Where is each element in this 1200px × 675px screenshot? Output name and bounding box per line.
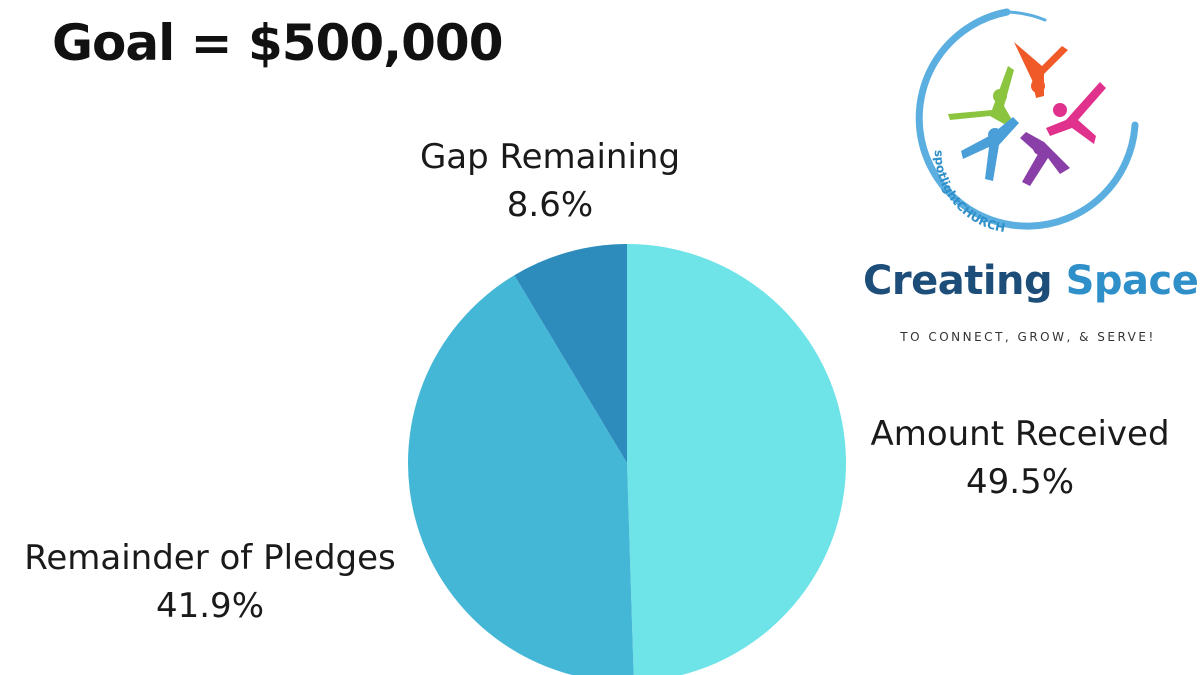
spotlight-church-logo: spotlightCHURCH (915, 8, 1139, 235)
label-pledges-name: Remainder of Pledges (24, 538, 396, 578)
creating-space-title: Creating Space (863, 258, 1199, 304)
figure-orange (1014, 42, 1068, 98)
brand-tagline: TO CONNECT, GROW, & SERVE! (900, 330, 1156, 344)
title-word-creating: Creating (863, 258, 1053, 304)
pie-slice-remainder-of-pledges (408, 275, 634, 675)
label-remainder-of-pledges: Remainder of Pledges 41.9% (5, 534, 415, 630)
label-received-name: Amount Received (870, 414, 1170, 454)
label-gap-name: Gap Remaining (419, 137, 681, 177)
figure-green (948, 66, 1014, 124)
label-gap-remaining: Gap Remaining 8.6% (405, 133, 695, 229)
label-pledges-percent: 41.9% (155, 586, 264, 626)
label-amount-received: Amount Received 49.5% (850, 410, 1190, 506)
label-gap-percent: 8.6% (506, 185, 594, 225)
figure-blue (961, 117, 1019, 181)
logo-ring (915, 8, 1139, 230)
label-received-percent: 49.5% (965, 462, 1074, 502)
title-word-space: Space (1065, 258, 1199, 304)
figure-purple (1020, 132, 1070, 186)
figure-magenta (1046, 82, 1106, 144)
pie-slice-gap-remaining (514, 244, 627, 463)
goal-title: Goal = $500,000 (52, 14, 504, 72)
pie-slice-amount-received (627, 244, 846, 675)
